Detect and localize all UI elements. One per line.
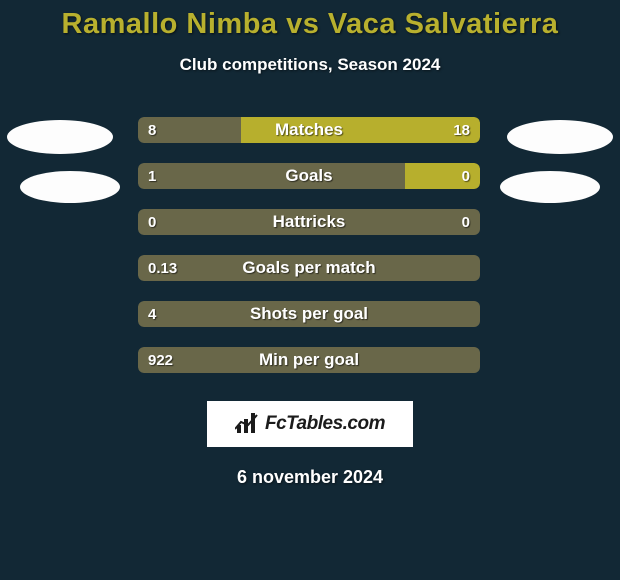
stat-row: Goals10 bbox=[138, 163, 480, 189]
stat-row: Shots per goal4 bbox=[138, 301, 480, 327]
bar-left bbox=[138, 163, 405, 189]
subtitle: Club competitions, Season 2024 bbox=[0, 55, 620, 75]
page-title: Ramallo Nimba vs Vaca Salvatierra bbox=[0, 0, 620, 41]
comparison-card: Ramallo Nimba vs Vaca Salvatierra Club c… bbox=[0, 0, 620, 580]
stat-value-right: 0 bbox=[452, 163, 480, 189]
stat-value-left: 1 bbox=[138, 163, 166, 189]
logo-box: FcTables.com bbox=[207, 401, 413, 447]
stat-value-left: 8 bbox=[138, 117, 166, 143]
bar-left bbox=[138, 301, 480, 327]
date-label: 6 november 2024 bbox=[0, 467, 620, 488]
stat-value-right bbox=[460, 255, 480, 281]
player-right-avatar-2 bbox=[500, 171, 600, 203]
stat-value-right bbox=[460, 301, 480, 327]
player-right-avatar-1 bbox=[507, 120, 613, 154]
chart-area: Matches818Goals10Hattricks00Goals per ma… bbox=[0, 117, 620, 387]
logo-text: FcTables.com bbox=[265, 413, 385, 435]
stat-value-right bbox=[460, 347, 480, 373]
stat-value-right: 18 bbox=[443, 117, 480, 143]
stat-value-left: 922 bbox=[138, 347, 183, 373]
bar-left bbox=[138, 209, 480, 235]
player-left-avatar-2 bbox=[20, 171, 120, 203]
stat-row: Goals per match0.13 bbox=[138, 255, 480, 281]
stat-value-left: 4 bbox=[138, 301, 166, 327]
chart-icon bbox=[235, 413, 259, 435]
stat-row: Min per goal922 bbox=[138, 347, 480, 373]
bar-left bbox=[138, 255, 480, 281]
stat-value-left: 0 bbox=[138, 209, 166, 235]
bar-left bbox=[138, 347, 480, 373]
stat-bars: Matches818Goals10Hattricks00Goals per ma… bbox=[138, 117, 480, 393]
stat-value-left: 0.13 bbox=[138, 255, 187, 281]
stat-value-right: 0 bbox=[452, 209, 480, 235]
player-left-avatar-1 bbox=[7, 120, 113, 154]
stat-row: Matches818 bbox=[138, 117, 480, 143]
stat-row: Hattricks00 bbox=[138, 209, 480, 235]
